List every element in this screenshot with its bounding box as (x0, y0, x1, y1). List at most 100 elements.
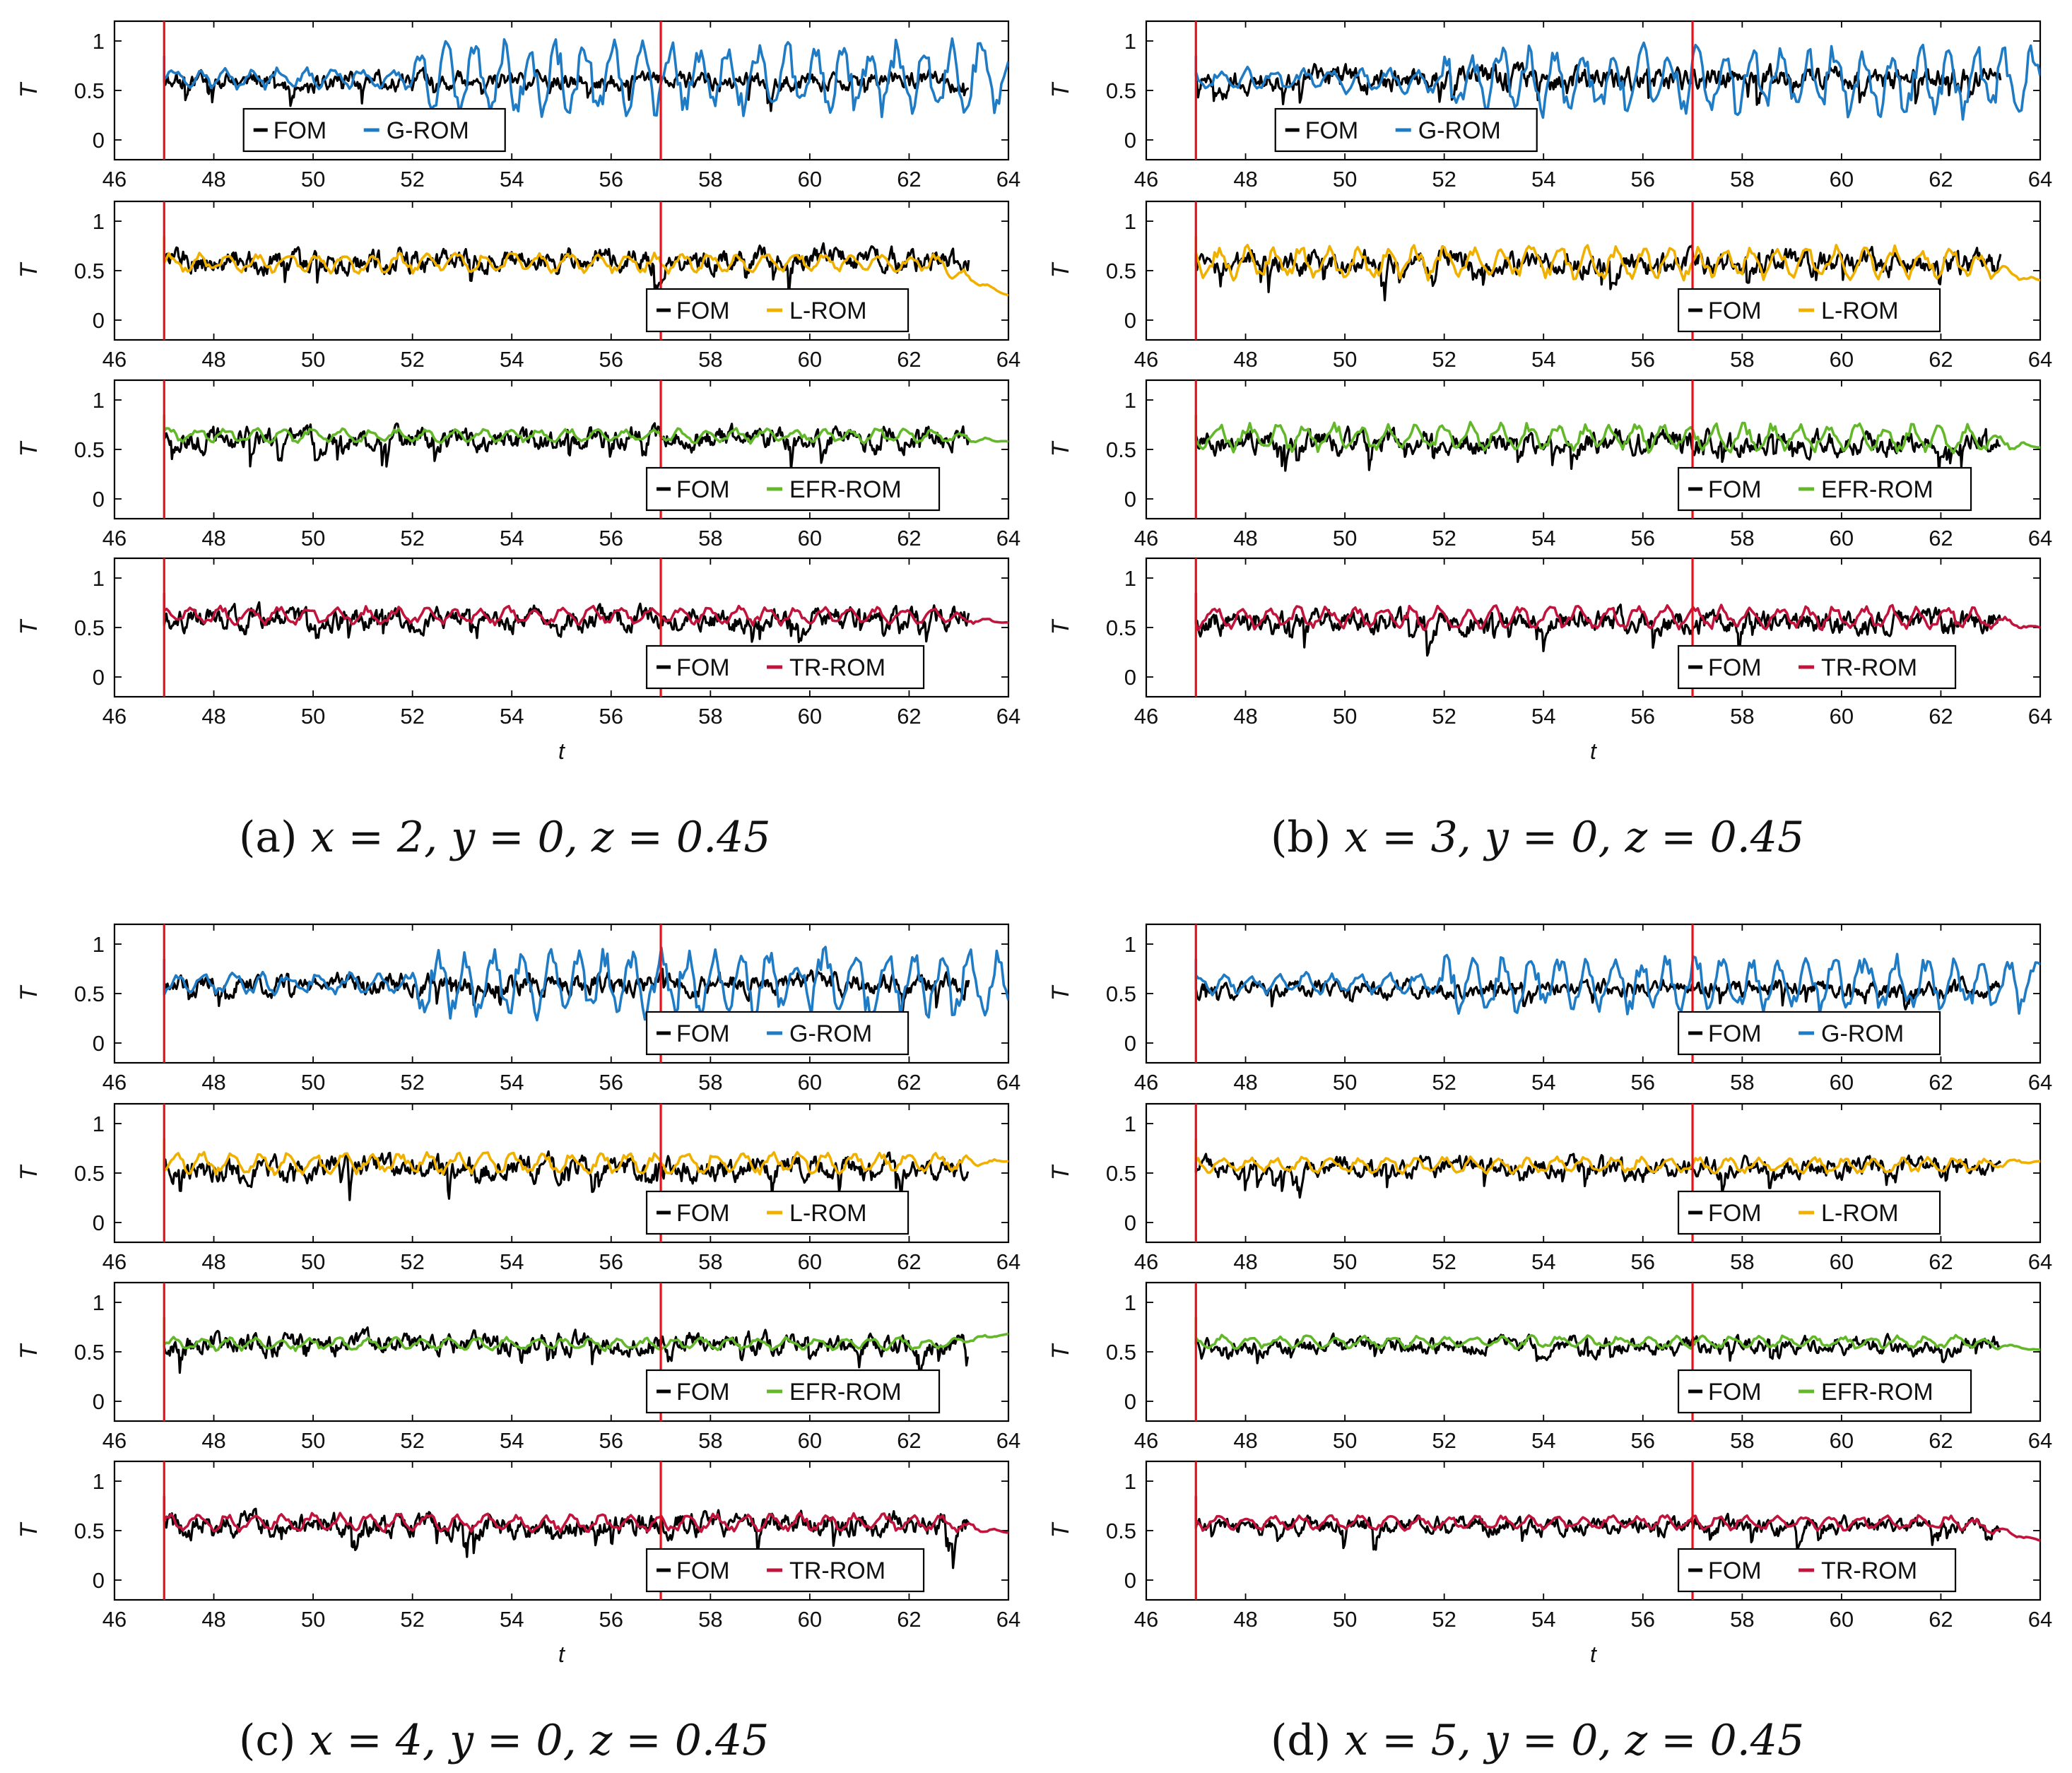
x-tick-label: 54 (500, 167, 524, 192)
y-axis-label: T (16, 81, 42, 98)
legend-label-rom: L-ROM (1821, 1200, 1899, 1227)
legend: FOM TR-ROM (1677, 1548, 1957, 1593)
x-tick-label: 50 (301, 1070, 325, 1095)
x-tick-label: 60 (1830, 167, 1854, 192)
legend-label-rom: L-ROM (789, 1200, 867, 1227)
x-tick-label: 54 (500, 1607, 524, 1632)
x-tick-label: 62 (897, 1607, 921, 1632)
x-tick-label: 60 (798, 1249, 822, 1274)
x-tick-label: 64 (2028, 1607, 2052, 1632)
x-tick-label: 52 (400, 347, 424, 372)
y-tick-label: 1 (93, 566, 105, 591)
x-tick-label: 46 (102, 167, 126, 192)
series-line-fom (163, 56, 970, 112)
y-tick-label: 0.5 (1106, 1161, 1136, 1186)
y-tick-label: 1 (1124, 1112, 1136, 1136)
y-tick-label: 0 (93, 1211, 105, 1235)
series-group (1194, 1317, 2040, 1365)
x-tick-label: 58 (698, 1070, 722, 1095)
x-tick-label: 46 (1134, 526, 1158, 550)
y-tick-label: 1 (93, 1112, 105, 1136)
y-tick-label: 0.5 (1106, 615, 1136, 640)
legend-label-rom: EFR-ROM (789, 476, 902, 503)
series-line-fom (1194, 1317, 2002, 1365)
y-tick-label: 0 (1124, 1568, 1136, 1593)
series-line-g-rom (163, 37, 1008, 119)
legend-box (1677, 1369, 1972, 1414)
legend-label-rom: EFR-ROM (1821, 476, 1933, 503)
x-tick-label: 60 (798, 1070, 822, 1095)
legend-label-rom: G-ROM (387, 117, 469, 144)
x-tick-label: 46 (1134, 347, 1158, 372)
caption-d-math: x = 5, y = 0, z = 0.45 (1344, 1716, 1805, 1765)
legend-label-fom: FOM (676, 1200, 730, 1227)
y-tick-label: 0.5 (1106, 1519, 1136, 1543)
x-tick-label: 48 (201, 1607, 225, 1632)
x-tick-label: 60 (1830, 704, 1854, 729)
x-tick-label: 56 (1631, 1070, 1655, 1095)
x-axis-label: t (558, 1642, 565, 1667)
y-tick-label: 0 (93, 1568, 105, 1593)
legend: FOM G-ROM (242, 107, 506, 153)
x-tick-label: 52 (1432, 1428, 1456, 1453)
x-axis-label: t (1590, 1642, 1597, 1667)
caption-a-label: (a) (239, 813, 298, 862)
x-tick-label: 48 (1233, 704, 1257, 729)
x-tick-label: 48 (201, 704, 225, 729)
x-tick-label: 48 (1233, 167, 1257, 192)
y-tick-label: 1 (1124, 932, 1136, 957)
x-tick-label: 52 (400, 1428, 424, 1453)
series-line-fom (163, 593, 970, 644)
y-axis-label: T (16, 618, 42, 635)
legend-label-fom: FOM (1305, 117, 1359, 144)
x-tick-label: 58 (1730, 1249, 1754, 1274)
y-tick-label: 0.5 (1106, 982, 1136, 1006)
x-tick-label: 48 (201, 1070, 225, 1095)
x-tick-label: 60 (798, 1607, 822, 1632)
y-tick-label: 1 (93, 29, 105, 54)
x-tick-label: 60 (1830, 1428, 1854, 1453)
x-tick-label: 54 (1531, 347, 1555, 372)
legend-label-fom: FOM (1708, 476, 1762, 503)
legend: FOM L-ROM (1677, 288, 1941, 333)
x-tick-label: 56 (1631, 704, 1655, 729)
legend: FOM L-ROM (1677, 1190, 1941, 1235)
y-tick-label: 0 (1124, 308, 1136, 333)
x-tick-label: 64 (2028, 347, 2052, 372)
x-tick-label: 52 (1432, 167, 1456, 192)
x-tick-label: 48 (1233, 1249, 1257, 1274)
x-tick-label: 46 (102, 1249, 126, 1274)
legend-label-rom: TR-ROM (789, 1557, 885, 1584)
x-tick-label: 46 (102, 1428, 126, 1453)
series-group (1194, 41, 2040, 121)
y-tick-label: 0.5 (74, 437, 105, 462)
x-tick-label: 64 (996, 704, 1020, 729)
y-axis-label: T (16, 1343, 42, 1359)
x-tick-label: 58 (1730, 1607, 1754, 1632)
series-line-l-rom (163, 236, 1008, 297)
x-tick-label: 50 (301, 1428, 325, 1453)
x-tick-label: 46 (1134, 167, 1158, 192)
legend-label-fom: FOM (676, 476, 730, 503)
series-group (1194, 1138, 2040, 1199)
x-tick-label: 56 (599, 526, 623, 550)
axes-c-tr-rom: 46 48 50 52 54 56 58 60 62 64 0 0.5 1 T FOM TR-ROM t (16, 1460, 1020, 1667)
x-tick-label: 62 (1929, 1070, 1953, 1095)
x-tick-label: 64 (996, 1607, 1020, 1632)
caption-d-label: (d) (1271, 1716, 1331, 1765)
y-tick-label: 1 (93, 1290, 105, 1315)
x-tick-label: 64 (2028, 704, 2052, 729)
y-tick-label: 0.5 (1106, 1340, 1136, 1365)
series-group (1194, 1496, 2040, 1551)
x-tick-label: 56 (599, 167, 623, 192)
x-tick-label: 60 (1830, 526, 1854, 550)
axes-a-g-rom: 46 48 50 52 54 56 58 60 62 64 0 0.5 1 T FOM G-ROM (16, 20, 1020, 192)
panel-c: 46 48 50 52 54 56 58 60 62 64 0 0.5 1 T FOM G-ROM 46 48 50… (16, 923, 1020, 1667)
x-tick-label: 56 (599, 704, 623, 729)
x-tick-label: 46 (102, 1070, 126, 1095)
x-tick-label: 56 (599, 1607, 623, 1632)
y-tick-label: 1 (1124, 388, 1136, 413)
axes-c-l-rom: 46 48 50 52 54 56 58 60 62 64 0 0.5 1 T FOM L-ROM (16, 1102, 1020, 1274)
legend: FOM EFR-ROM (1677, 1369, 1972, 1414)
x-tick-label: 54 (1531, 1070, 1555, 1095)
